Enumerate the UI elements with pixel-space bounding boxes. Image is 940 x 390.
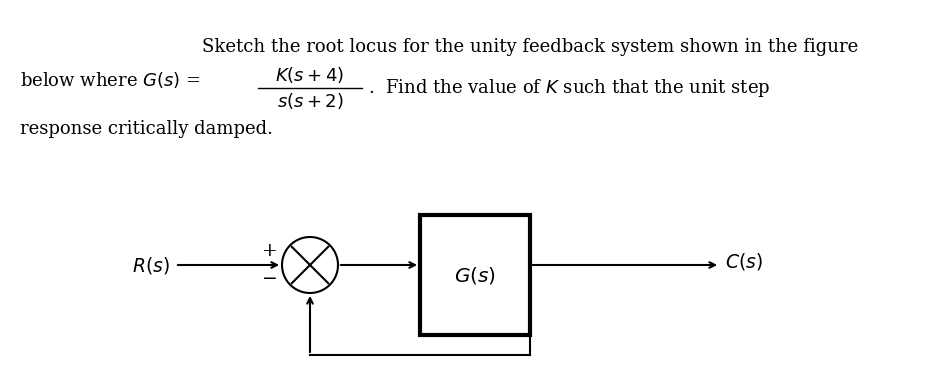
Text: below where $G(s)$ =: below where $G(s)$ = bbox=[20, 70, 201, 90]
Text: −: − bbox=[262, 270, 278, 288]
Text: $G(s)$: $G(s)$ bbox=[454, 264, 496, 285]
Text: $C(s)$: $C(s)$ bbox=[725, 250, 763, 271]
Text: $R(s)$: $R(s)$ bbox=[133, 255, 170, 275]
Text: $K(s+4)$: $K(s+4)$ bbox=[275, 65, 345, 85]
Text: +: + bbox=[262, 242, 278, 260]
Text: response critically damped.: response critically damped. bbox=[20, 120, 273, 138]
Text: $s(s+2)$: $s(s+2)$ bbox=[276, 91, 343, 111]
Text: .  Find the value of $K$ such that the unit step: . Find the value of $K$ such that the un… bbox=[368, 77, 771, 99]
Bar bbox=[420, 215, 530, 335]
Text: Sketch the root locus for the unity feedback system shown in the figure: Sketch the root locus for the unity feed… bbox=[202, 38, 858, 56]
